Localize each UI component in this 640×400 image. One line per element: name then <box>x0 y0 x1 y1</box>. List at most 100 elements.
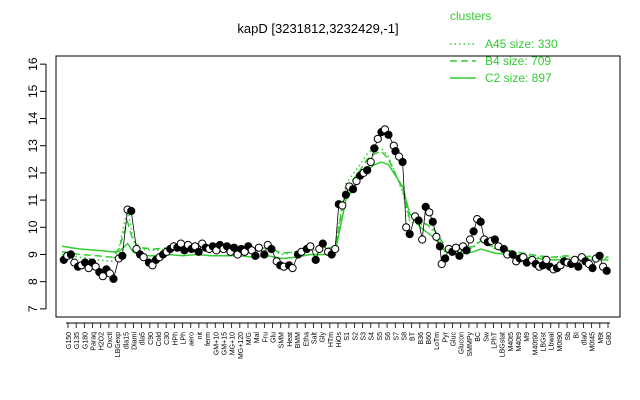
data-point <box>98 272 107 281</box>
x-tick-label: S8 <box>401 332 408 341</box>
x-tick-label: LPhT <box>491 331 498 348</box>
legend-label-c2: C2 size: 897 <box>485 71 552 85</box>
x-tick-label: Heat <box>287 332 294 347</box>
x-tick-label: S4 <box>369 332 376 341</box>
data-point <box>455 251 464 260</box>
x-tick-label: LoTm <box>434 332 441 350</box>
y-tick-label: 12 <box>26 166 40 180</box>
data-point <box>194 247 203 256</box>
data-point <box>435 242 444 251</box>
data-point <box>306 242 315 251</box>
x-tick-label: Pyr <box>442 331 449 342</box>
y-tick-label: 8 <box>26 278 40 285</box>
x-tick-label: M40t5 <box>508 332 515 352</box>
data-point <box>363 166 372 175</box>
x-tick-label: Sb <box>565 332 572 341</box>
x-tick-label: Cold <box>156 332 163 347</box>
data-point <box>109 274 118 283</box>
data-point <box>414 216 423 225</box>
x-tick-label: G150 <box>66 332 73 349</box>
data-point <box>127 206 136 216</box>
chart-title: kapD [3231812,3232429,-1] <box>237 21 398 36</box>
x-tick-label: HPh <box>172 332 179 346</box>
data-point <box>230 243 239 252</box>
data-point <box>398 157 407 167</box>
x-tick-label: LBGst <box>541 332 548 352</box>
x-tick-label: B60 <box>426 332 433 345</box>
plot-area-frame <box>55 55 621 318</box>
x-tick-label: M0t45 <box>590 332 597 352</box>
data-point <box>441 254 450 263</box>
x-tick-label: LPh <box>181 332 188 345</box>
x-tick-label: H2O2 <box>99 332 106 350</box>
data-point <box>428 217 437 226</box>
x-tick-label: M0t90 <box>557 332 564 352</box>
data-point <box>462 246 471 255</box>
y-tick-label: 11 <box>26 194 40 207</box>
x-tick-label: dla5 <box>140 332 147 345</box>
x-tick-label: G180 <box>82 332 89 349</box>
data-point <box>139 253 148 262</box>
y-tick-label: 14 <box>26 112 40 126</box>
data-point <box>508 250 517 259</box>
x-tick-label: MG+120 <box>238 332 245 359</box>
y-tick-label: 9 <box>26 251 40 258</box>
x-tick-label: Mal <box>254 332 261 344</box>
data-point <box>311 255 320 264</box>
data-point <box>254 243 263 252</box>
data-point <box>348 185 358 194</box>
x-tick-label: Fru <box>262 332 269 343</box>
x-tick-label: Salt <box>311 332 318 344</box>
x-tick-label: Gly <box>320 332 327 343</box>
x-tick-label: S7 <box>393 332 400 341</box>
x-tick-label: SMM <box>279 332 286 349</box>
x-tick-label: M/G <box>246 332 253 345</box>
x-tick-label: LBGstat <box>500 332 507 357</box>
y-tick-label: 13 <box>26 139 40 153</box>
y-tick-label: 16 <box>26 57 40 71</box>
data-point <box>176 239 185 248</box>
x-tick-label: S5 <box>377 332 384 341</box>
data-point <box>451 243 460 252</box>
data-point <box>118 251 127 260</box>
y-tick-label: 7 <box>26 305 40 312</box>
data-point <box>370 144 379 153</box>
data-point <box>267 244 276 254</box>
x-tick-label: M40t90 <box>532 332 539 355</box>
data-point <box>318 239 327 248</box>
x-tick-label: GM+10 <box>213 332 220 355</box>
x-tick-label: M9 <box>524 332 531 342</box>
x-tick-label: dla0 <box>581 332 588 345</box>
data-point <box>490 235 499 244</box>
y-tick-label: 10 <box>26 220 40 234</box>
x-tick-label: Glu <box>271 332 278 343</box>
x-tick-label: G80 <box>606 332 613 345</box>
legend-label-b4: B4 size: 709 <box>485 54 551 68</box>
data-points <box>59 125 611 283</box>
data-point <box>260 250 269 259</box>
data-point <box>476 217 485 226</box>
y-tick-label: 15 <box>26 84 40 98</box>
data-point <box>288 264 297 273</box>
x-tick-label: Etha <box>303 332 310 347</box>
legend: clusters A45 size: 330 B4 size: 709 C2 s… <box>450 9 558 85</box>
data-point <box>373 134 382 143</box>
x-tick-label: dla15 <box>123 332 130 349</box>
data-point <box>341 190 350 199</box>
x-tick-label: Glucon <box>459 332 466 354</box>
data-point <box>338 201 347 210</box>
x-tick-label: GM+15 <box>221 332 228 355</box>
data-point <box>432 232 441 241</box>
data-point <box>595 251 604 260</box>
data-point <box>542 255 551 264</box>
data-point <box>574 262 583 271</box>
x-tick-label: BC <box>475 332 482 342</box>
x-tick-label: Gluc <box>451 332 458 347</box>
x-tick-label: BMM <box>295 332 302 349</box>
x-tick-label: MG+10 <box>230 332 237 355</box>
x-tick-label: S2 <box>352 332 359 341</box>
x-tick-label: Oxctl <box>107 332 114 348</box>
x-tick-label: C30 <box>164 332 171 345</box>
x-tick-label: BT <box>410 331 417 341</box>
